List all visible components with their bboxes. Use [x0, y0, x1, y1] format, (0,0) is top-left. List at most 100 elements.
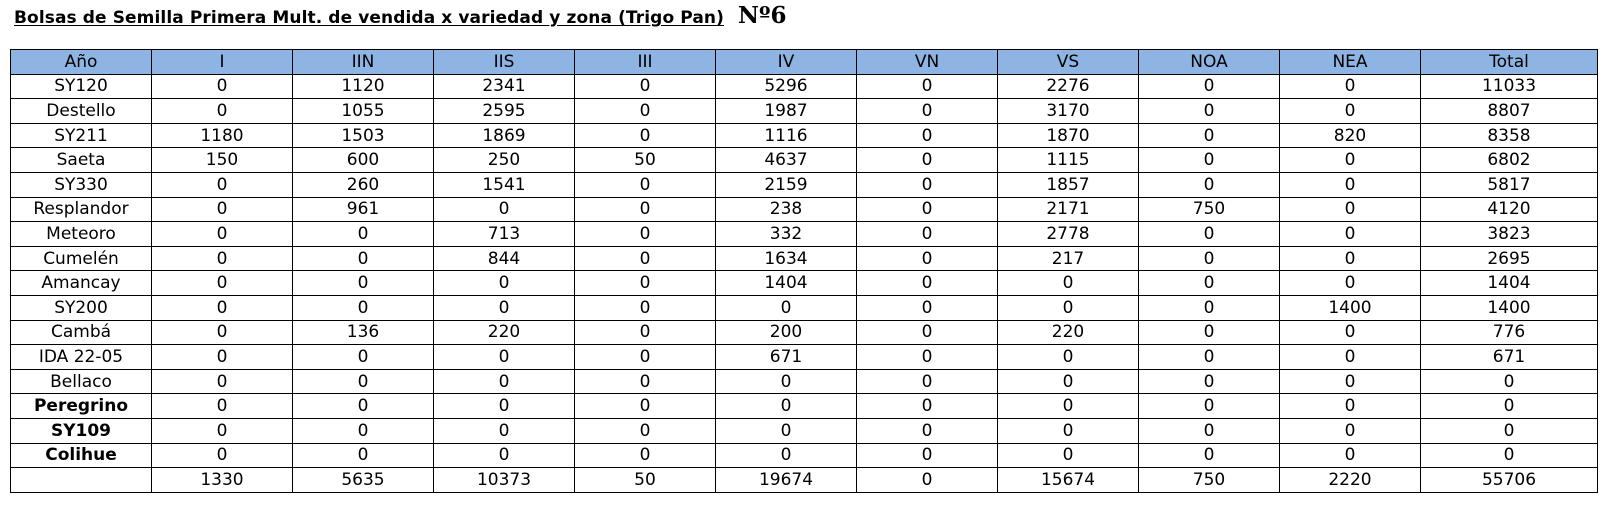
value-cell: 0 — [715, 294, 857, 321]
value-cell: 1541 — [433, 171, 575, 198]
column-header-noa: NOA — [1138, 49, 1280, 75]
row-total-cell: 4120 — [1420, 196, 1598, 223]
value-cell: 0 — [151, 171, 293, 198]
value-cell: 961 — [292, 196, 434, 223]
column-total-cell: 19674 — [715, 467, 857, 493]
variety-name-cell: SY211 — [10, 122, 152, 149]
value-cell: 0 — [856, 319, 998, 346]
column-header-iii: III — [574, 49, 716, 75]
value-cell: 0 — [1279, 98, 1421, 124]
value-cell: 200 — [715, 319, 857, 346]
value-cell: 0 — [856, 73, 998, 100]
value-cell: 0 — [151, 196, 293, 223]
row-total-cell: 5817 — [1420, 171, 1598, 198]
value-cell: 0 — [856, 344, 998, 370]
variety-name-cell: Bellaco — [10, 368, 152, 395]
value-cell: 750 — [1138, 196, 1280, 223]
value-cell: 0 — [1138, 417, 1280, 444]
value-cell: 0 — [151, 417, 293, 444]
value-cell: 0 — [292, 270, 434, 296]
value-cell: 0 — [574, 270, 716, 296]
value-cell: 0 — [1279, 171, 1421, 198]
value-cell: 0 — [433, 294, 575, 321]
table-row: Cumelén 0 0 844 0 1634 0 217 0 0 2695 — [10, 245, 1598, 272]
value-cell: 0 — [856, 245, 998, 272]
value-cell: 0 — [1279, 344, 1421, 370]
table-row: SY200 0 0 0 0 0 0 0 0 1400 1400 — [10, 294, 1598, 321]
value-cell: 0 — [151, 368, 293, 395]
column-header-iv: IV — [715, 49, 857, 75]
value-cell: 0 — [856, 147, 998, 173]
value-cell: 0 — [433, 196, 575, 223]
value-cell: 0 — [433, 417, 575, 444]
value-cell: 0 — [1138, 221, 1280, 247]
value-cell: 0 — [856, 442, 998, 469]
report-number: Nº6 — [738, 2, 787, 29]
row-total-cell: 3823 — [1420, 221, 1598, 247]
value-cell: 220 — [997, 319, 1139, 346]
variety-name-cell: SY200 — [10, 294, 152, 321]
value-cell: 0 — [151, 393, 293, 419]
value-cell: 0 — [856, 122, 998, 149]
value-cell: 4637 — [715, 147, 857, 173]
value-cell: 0 — [997, 442, 1139, 469]
variety-name-cell: SY120 — [10, 73, 152, 100]
variety-name-cell: Colihue — [10, 442, 152, 469]
value-cell: 0 — [1138, 442, 1280, 469]
table-row: Saeta 150 600 250 50 4637 0 1115 0 0 6802 — [10, 147, 1598, 173]
value-cell: 0 — [574, 442, 716, 469]
value-cell: 2159 — [715, 171, 857, 198]
column-header-iis: IIS — [433, 49, 575, 75]
column-header-total: Total — [1420, 49, 1598, 75]
column-total-cell: 2220 — [1279, 467, 1421, 493]
value-cell: 0 — [574, 245, 716, 272]
value-cell: 238 — [715, 196, 857, 223]
row-total-cell: 0 — [1420, 393, 1598, 419]
value-cell: 0 — [433, 270, 575, 296]
value-cell: 0 — [1279, 417, 1421, 444]
row-total-cell: 8807 — [1420, 98, 1598, 124]
value-cell: 1400 — [1279, 294, 1421, 321]
value-cell: 0 — [997, 270, 1139, 296]
variety-name-cell: Cambá — [10, 319, 152, 346]
value-cell: 0 — [1279, 196, 1421, 223]
value-cell: 0 — [1279, 221, 1421, 247]
column-total-cell: 0 — [856, 467, 998, 493]
column-header-i: I — [151, 49, 293, 75]
value-cell: 0 — [151, 98, 293, 124]
value-cell: 250 — [433, 147, 575, 173]
value-cell: 0 — [997, 393, 1139, 419]
value-cell: 0 — [1279, 147, 1421, 173]
value-cell: 0 — [574, 122, 716, 149]
row-total-cell: 0 — [1420, 442, 1598, 469]
sales-table: Año I IIN IIS III IV VN VS NOA NEA Total SY120 0 112… — [10, 49, 1598, 493]
column-header-iin: IIN — [292, 49, 434, 75]
value-cell: 0 — [292, 221, 434, 247]
value-cell: 0 — [1138, 294, 1280, 321]
value-cell: 0 — [1138, 368, 1280, 395]
table-row: IDA 22-05 0 0 0 0 671 0 0 0 0 671 — [10, 344, 1598, 370]
value-cell: 844 — [433, 245, 575, 272]
value-cell: 0 — [1138, 319, 1280, 346]
value-cell: 0 — [997, 417, 1139, 444]
value-cell: 150 — [151, 147, 293, 173]
variety-name-cell: SY330 — [10, 171, 152, 198]
table-header: Año I IIN IIS III IV VN VS NOA NEA Total — [10, 49, 1598, 75]
row-total-cell: 11033 — [1420, 73, 1598, 100]
value-cell: 260 — [292, 171, 434, 198]
value-cell: 0 — [715, 393, 857, 419]
variety-name-cell: SY109 — [10, 417, 152, 444]
value-cell: 0 — [856, 294, 998, 321]
value-cell: 0 — [856, 221, 998, 247]
value-cell: 0 — [997, 344, 1139, 370]
variety-name-cell: Cumelén — [10, 245, 152, 272]
value-cell: 1503 — [292, 122, 434, 149]
value-cell: 1870 — [997, 122, 1139, 149]
value-cell: 217 — [997, 245, 1139, 272]
value-cell: 0 — [1279, 270, 1421, 296]
value-cell: 0 — [574, 294, 716, 321]
table-body: SY120 0 1120 2341 0 5296 0 2276 0 0 11033 Destello 0… — [10, 73, 1598, 469]
value-cell: 0 — [151, 245, 293, 272]
value-cell: 0 — [856, 393, 998, 419]
page-title: Bolsas de Semilla Primera Mult. de vendi… — [14, 8, 724, 28]
